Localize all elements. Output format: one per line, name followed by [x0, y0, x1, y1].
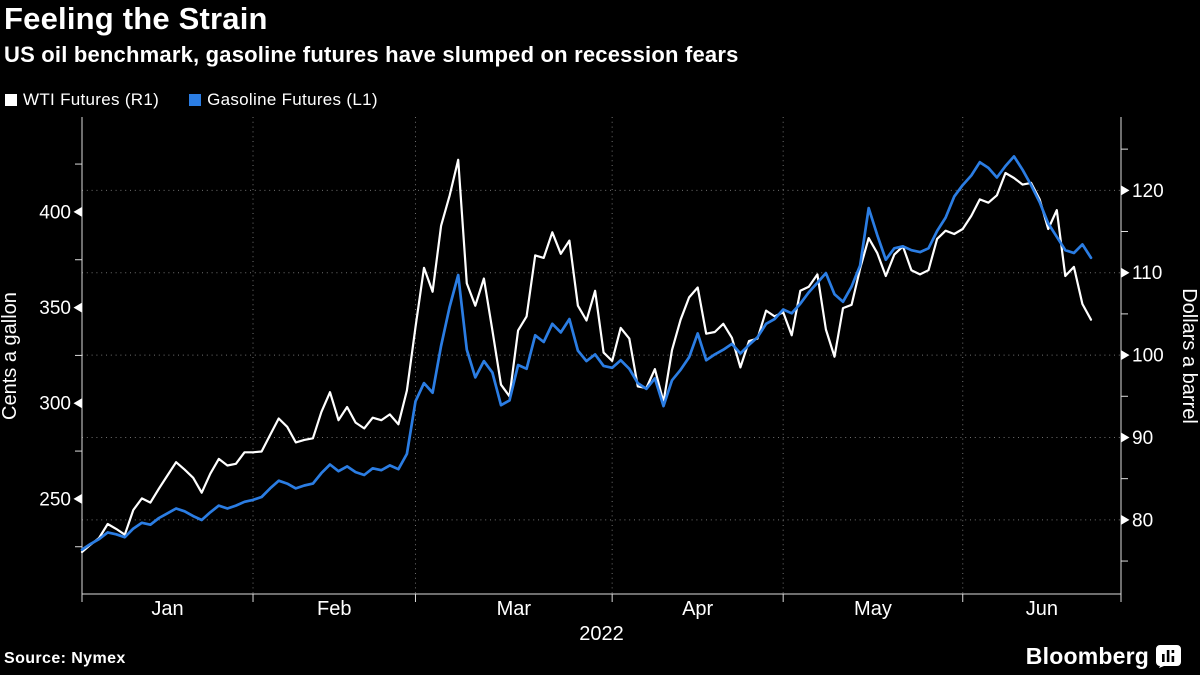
page-title: Feeling the Strain: [4, 1, 268, 36]
gasoline-futures-line: [80, 155, 1093, 551]
wti-swatch-icon: [5, 94, 17, 106]
right-tick-arrow-icon: [1121, 185, 1130, 196]
legend: WTI Futures (R1) Gasoline Futures (L1): [5, 90, 378, 110]
right-tick-arrow-icon: [1121, 514, 1130, 525]
right-tick-arrow-icon: [1121, 267, 1130, 278]
left-tick-arrow-icon: [73, 302, 82, 313]
month-label: Jan: [151, 598, 183, 620]
right-axis-tick-label: 90: [1132, 428, 1153, 449]
left-axis-tick-label: 350: [39, 298, 71, 319]
right-axis-tick-label: 100: [1132, 346, 1164, 367]
left-tick-arrow-icon: [73, 206, 82, 217]
left-axis-tick-label: 300: [39, 394, 71, 415]
right-axis-tick-label: 110: [1132, 263, 1162, 284]
month-label: Apr: [682, 598, 713, 620]
bloomberg-logo: Bloomberg: [1026, 643, 1181, 670]
right-tick-arrow-icon: [1121, 432, 1130, 443]
wti-futures-line: [80, 158, 1093, 554]
month-label: Jun: [1026, 598, 1058, 620]
left-axis-title: Cents a gallon: [0, 292, 21, 420]
bloomberg-wordmark: Bloomberg: [1025, 643, 1149, 669]
bloomberg-bug-icon: [1156, 645, 1181, 668]
right-axis-tick-label: 80: [1132, 510, 1153, 531]
right-axis-title: Dollars a barrel: [1178, 288, 1200, 424]
source-label: Source: Nymex: [4, 650, 126, 667]
left-axis-tick-label: 250: [39, 489, 71, 510]
month-label: Feb: [317, 598, 351, 620]
right-axis-tick-label: 120: [1132, 181, 1164, 202]
year-label: 2022: [579, 623, 624, 645]
legend-item-wti: WTI Futures (R1): [5, 90, 159, 110]
month-label: Mar: [497, 598, 532, 620]
legend-label-gasoline: Gasoline Futures (L1): [207, 90, 378, 109]
legend-label-wti: WTI Futures (R1): [23, 90, 160, 109]
left-axis-tick-label: 400: [39, 202, 71, 223]
left-tick-arrow-icon: [73, 493, 82, 504]
gasoline-swatch-icon: [189, 94, 202, 106]
left-tick-arrow-icon: [73, 398, 82, 409]
right-tick-arrow-icon: [1121, 350, 1130, 361]
month-label: May: [854, 598, 892, 620]
chart-subtitle: US oil benchmark, gasoline futures have …: [4, 42, 739, 67]
legend-item-gasoline: Gasoline Futures (L1): [189, 90, 378, 110]
